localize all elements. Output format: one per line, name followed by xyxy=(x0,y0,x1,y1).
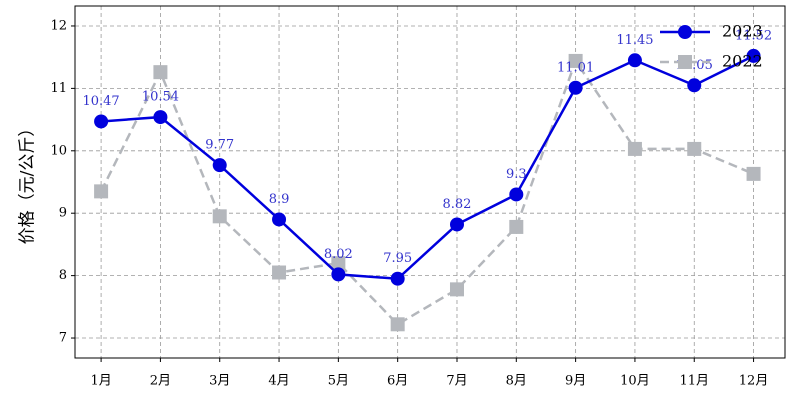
x-tick-label: 5月 xyxy=(328,374,349,389)
point xyxy=(449,282,464,297)
y-tick-label: 10 xyxy=(50,143,67,158)
legend: 2023 2022 xyxy=(660,22,763,71)
data-label: 8.82 xyxy=(443,197,472,212)
data-label: 11.45 xyxy=(616,33,653,48)
x-tick-label: 2月 xyxy=(150,374,171,389)
point xyxy=(687,78,702,93)
data-label: 11.01 xyxy=(557,60,594,75)
x-tick-label: 8月 xyxy=(506,374,527,389)
x-tick-label: 4月 xyxy=(268,374,289,389)
data-label: 11.52 xyxy=(735,28,772,43)
y-tick-label: 9 xyxy=(59,206,67,221)
point xyxy=(568,80,583,95)
point xyxy=(212,158,227,173)
y-tick-label: 12 xyxy=(50,18,67,33)
point xyxy=(509,187,524,202)
point xyxy=(94,184,109,199)
x-tick-label: 7月 xyxy=(446,374,467,389)
series-line xyxy=(101,54,755,281)
point xyxy=(746,48,761,63)
point xyxy=(746,166,761,181)
series xyxy=(94,53,761,332)
data-label: 9.3 xyxy=(506,167,527,182)
series: 10.47 10.54 9.77 8.9 8.02 7.95 8.82 9.3 11.01 11.… xyxy=(82,28,772,286)
point xyxy=(390,317,405,332)
y-tick-label: 8 xyxy=(59,268,67,283)
y-axis-label: 价格（元/公斤） xyxy=(18,120,38,245)
data-label: 7.95 xyxy=(383,251,412,266)
point xyxy=(94,114,109,129)
point xyxy=(678,55,692,69)
plot-frame xyxy=(74,5,786,359)
point xyxy=(568,53,583,68)
point xyxy=(390,271,405,286)
x-tick-label: 12月 xyxy=(739,374,769,389)
x-tick-label: 11月 xyxy=(679,374,709,389)
point xyxy=(212,209,227,224)
x-tick-label: 6月 xyxy=(387,374,408,389)
y-tick-label: 11 xyxy=(50,81,67,96)
point xyxy=(272,212,287,227)
legend-label: 2022 xyxy=(722,52,763,71)
data-label: 10.54 xyxy=(142,90,179,105)
point xyxy=(627,141,642,156)
y-tick-label: 7 xyxy=(59,331,67,346)
x-tick-label: 9月 xyxy=(565,374,586,389)
point xyxy=(627,53,642,68)
point xyxy=(331,256,346,271)
point xyxy=(331,267,346,282)
point xyxy=(678,25,692,39)
point xyxy=(687,141,702,156)
legend-label: 2023 xyxy=(722,22,763,41)
x-tick-label: 10月 xyxy=(620,374,650,389)
data-label: 10.47 xyxy=(82,94,119,109)
point xyxy=(509,219,524,234)
x-tick-label: 3月 xyxy=(209,374,230,389)
point xyxy=(272,265,287,280)
point xyxy=(153,110,168,125)
series-line xyxy=(99,58,755,326)
point xyxy=(153,65,168,80)
point xyxy=(449,217,464,232)
data-label: 8.9 xyxy=(269,192,290,207)
data-label: 8.02 xyxy=(324,247,353,262)
data-label: 9.77 xyxy=(205,138,234,153)
x-tick-label: 1月 xyxy=(90,374,111,389)
